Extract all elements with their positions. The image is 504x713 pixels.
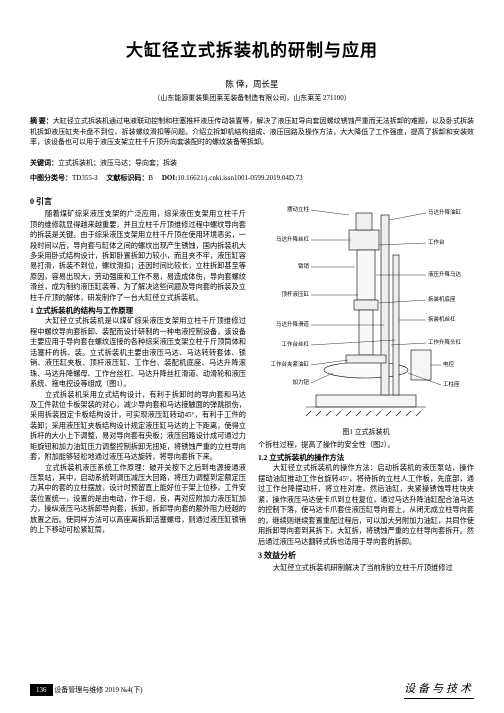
page-title: 大缸径立式拆装机的研制与应用 <box>30 38 474 64</box>
classification-line: 中图分类号：TD355-3 文献标识码：B DOI:10.16621/j.cnk… <box>30 173 474 184</box>
section-0-head: 0 引言 <box>30 196 246 208</box>
page-footer: 136 设备管理与维修 2019 №4(下) 设备与技术 <box>30 681 474 700</box>
keywords-text: 立式拆装机；液压马达；导向套；拆装 <box>58 159 177 167</box>
abstract-text: 大缸径立式拆装机通过电液联动控制和柱塞推杆液压传动装置等，解决了液压缸导向套因螺… <box>30 117 474 147</box>
section-3-head: 3 效益分析 <box>258 550 474 562</box>
fig-label: 工作台夹紧油缸 <box>270 360 309 368</box>
doc-label: 文献标识码： <box>106 174 148 182</box>
keywords-label: 关键词： <box>30 159 58 167</box>
affiliation: （山东能源重装集团莱芜装备制造有限公司，山东莱芜 271100） <box>30 93 474 104</box>
cls-label: 中图分类号： <box>30 174 72 182</box>
fig-label: 摆动立柱 <box>287 205 310 213</box>
fig-label: 工柱座 <box>443 380 460 388</box>
fig-label: 顶杆液压缸 <box>281 290 309 298</box>
fig-label: 电控 <box>443 360 455 368</box>
left-column: 0 引言 随着煤矿综采液压支架的广泛应用，综采液压支架用立柱千斤顶的维修就显得越… <box>30 193 246 573</box>
fig-label: 拆装机丝杠 <box>428 315 456 323</box>
paragraph: 大缸径立式拆装机研制解决了当前制约立柱千斤顶维修过 <box>258 563 474 573</box>
doc-value: B <box>148 174 153 182</box>
paragraph: 大缸径立式拆装机的操作方法：启动拆装机的液压泵站，操作摆动油缸推动工作台旋转45… <box>258 463 474 547</box>
section-1-1-head: 1 立式拆装机的结构与工作原理 <box>30 305 246 316</box>
keywords: 关键词：立式拆装机；液压马达；导向套；拆装 <box>30 158 474 169</box>
cls-value: TD355-3 <box>72 174 98 182</box>
page-number-badge: 136 <box>30 684 53 696</box>
fig-label: 液压升降马达 <box>428 270 462 278</box>
fig-label: 加力钮 <box>292 378 309 386</box>
fig-label: 工作升降头杠 <box>428 338 462 346</box>
abstract: 摘 要：大缸径立式拆装机通过电液联动控制和柱塞推杆液压传动装置等，解决了液压缸导… <box>30 116 474 149</box>
fig-label: 马达升降油缸 <box>428 208 462 216</box>
paragraph: 立式拆装机采用立式结构设计，有利于拆卸时的导向套和马达及工件就位卡板架装的对心，… <box>30 390 246 463</box>
fig-label: 马达升降丝杠 <box>276 235 310 243</box>
fig-label: 马达升降滑道 <box>276 320 310 328</box>
section-1-2-head: 1.2 立式拆装机的操作方法 <box>258 452 474 463</box>
right-column: 摆动立柱 马达升降丝杠 锁销 顶杆液压缸 马达升降滑道 工作台丝杠 工作台夹紧油… <box>258 193 474 573</box>
footer-section: 设备与技术 <box>404 681 474 700</box>
figure-1: 摆动立柱 马达升降丝杠 锁销 顶杆液压缸 马达升降滑道 工作台丝杠 工作台夹紧油… <box>258 195 474 438</box>
fig-label: 工作台丝杠 <box>281 340 309 348</box>
abstract-label: 摘 要： <box>30 117 53 125</box>
authors: 陈 倖，周长星 <box>30 78 474 91</box>
footer-journal: 设备管理与维修 2019 №4(下) <box>54 686 142 694</box>
paragraph: 随着煤矿综采液压支架的广泛应用，综采液压支架用立柱千斤顶的维修就显得越来越重要，… <box>30 209 246 303</box>
figure-1-caption: 图1 立式拆装机 <box>258 427 474 438</box>
paragraph: 大缸径立式拆装机是以煤矿综采液压支架用立柱千斤顶维修过程中螺纹导向套拆卸、装配而… <box>30 316 246 389</box>
fig-label: 拆装机底座 <box>428 295 456 303</box>
paragraph: 个拆柱过程，提高了操作的安全性（图2）。 <box>258 440 474 450</box>
fig-label: 锁销 <box>298 262 310 270</box>
doi-value: 10.16621/j.cnki.issn1001-0599.2019.04D.7… <box>177 174 302 182</box>
doi-label: DOI: <box>162 174 178 182</box>
fig-label: 工作台 <box>428 238 445 246</box>
paragraph: 立式拆装机液压系统工作原理：破开关按下之后到电源接通液压泵站，其中，启动系统到调… <box>30 463 246 536</box>
